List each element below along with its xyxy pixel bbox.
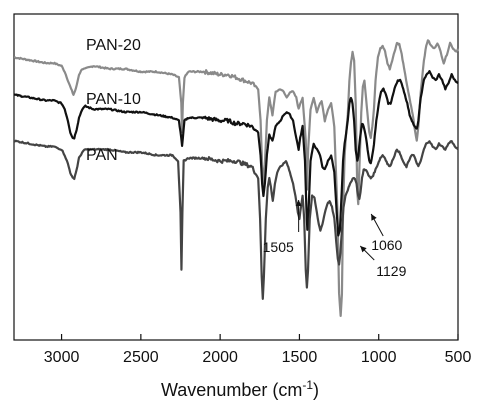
- series-line-pan20: [13, 39, 460, 317]
- annotation-arrow-1505: [295, 200, 302, 232]
- annotation-label-1505: 1505: [263, 239, 294, 255]
- x-axis-title: Wavenumber (cm-1): [161, 378, 319, 400]
- series-labels: PAN-20 PAN-10 PAN: [86, 37, 141, 164]
- series-label-pan10: PAN-10: [86, 91, 141, 108]
- annotations: 1505 1060 1129: [263, 200, 407, 279]
- series-line-pan: [13, 139, 459, 300]
- series-layer: [13, 39, 460, 317]
- plot-area: 3000 2500 2000 1500 1000 500 1505 1060 1129: [13, 13, 472, 366]
- x-tick-label: 1500: [282, 349, 318, 366]
- x-tick-label: 3000: [44, 349, 80, 366]
- x-tick-label: 2000: [202, 349, 238, 366]
- series-label-pan: PAN: [86, 147, 118, 164]
- x-tick-label: 2500: [123, 349, 159, 366]
- annotation-label-1060: 1060: [371, 237, 402, 253]
- x-tick-label: 1000: [361, 349, 397, 366]
- series-label-pan20: PAN-20: [86, 37, 141, 54]
- x-tick-label: 500: [445, 349, 472, 366]
- series-line-pan10: [13, 70, 459, 237]
- annotation-arrow-1060: [370, 213, 384, 237]
- x-axis-ticks: 3000 2500 2000 1500 1000 500: [44, 334, 472, 366]
- plot-frame: [13, 13, 459, 341]
- annotation-label-1129: 1129: [376, 263, 406, 279]
- annotation-arrow-1129: [359, 245, 375, 261]
